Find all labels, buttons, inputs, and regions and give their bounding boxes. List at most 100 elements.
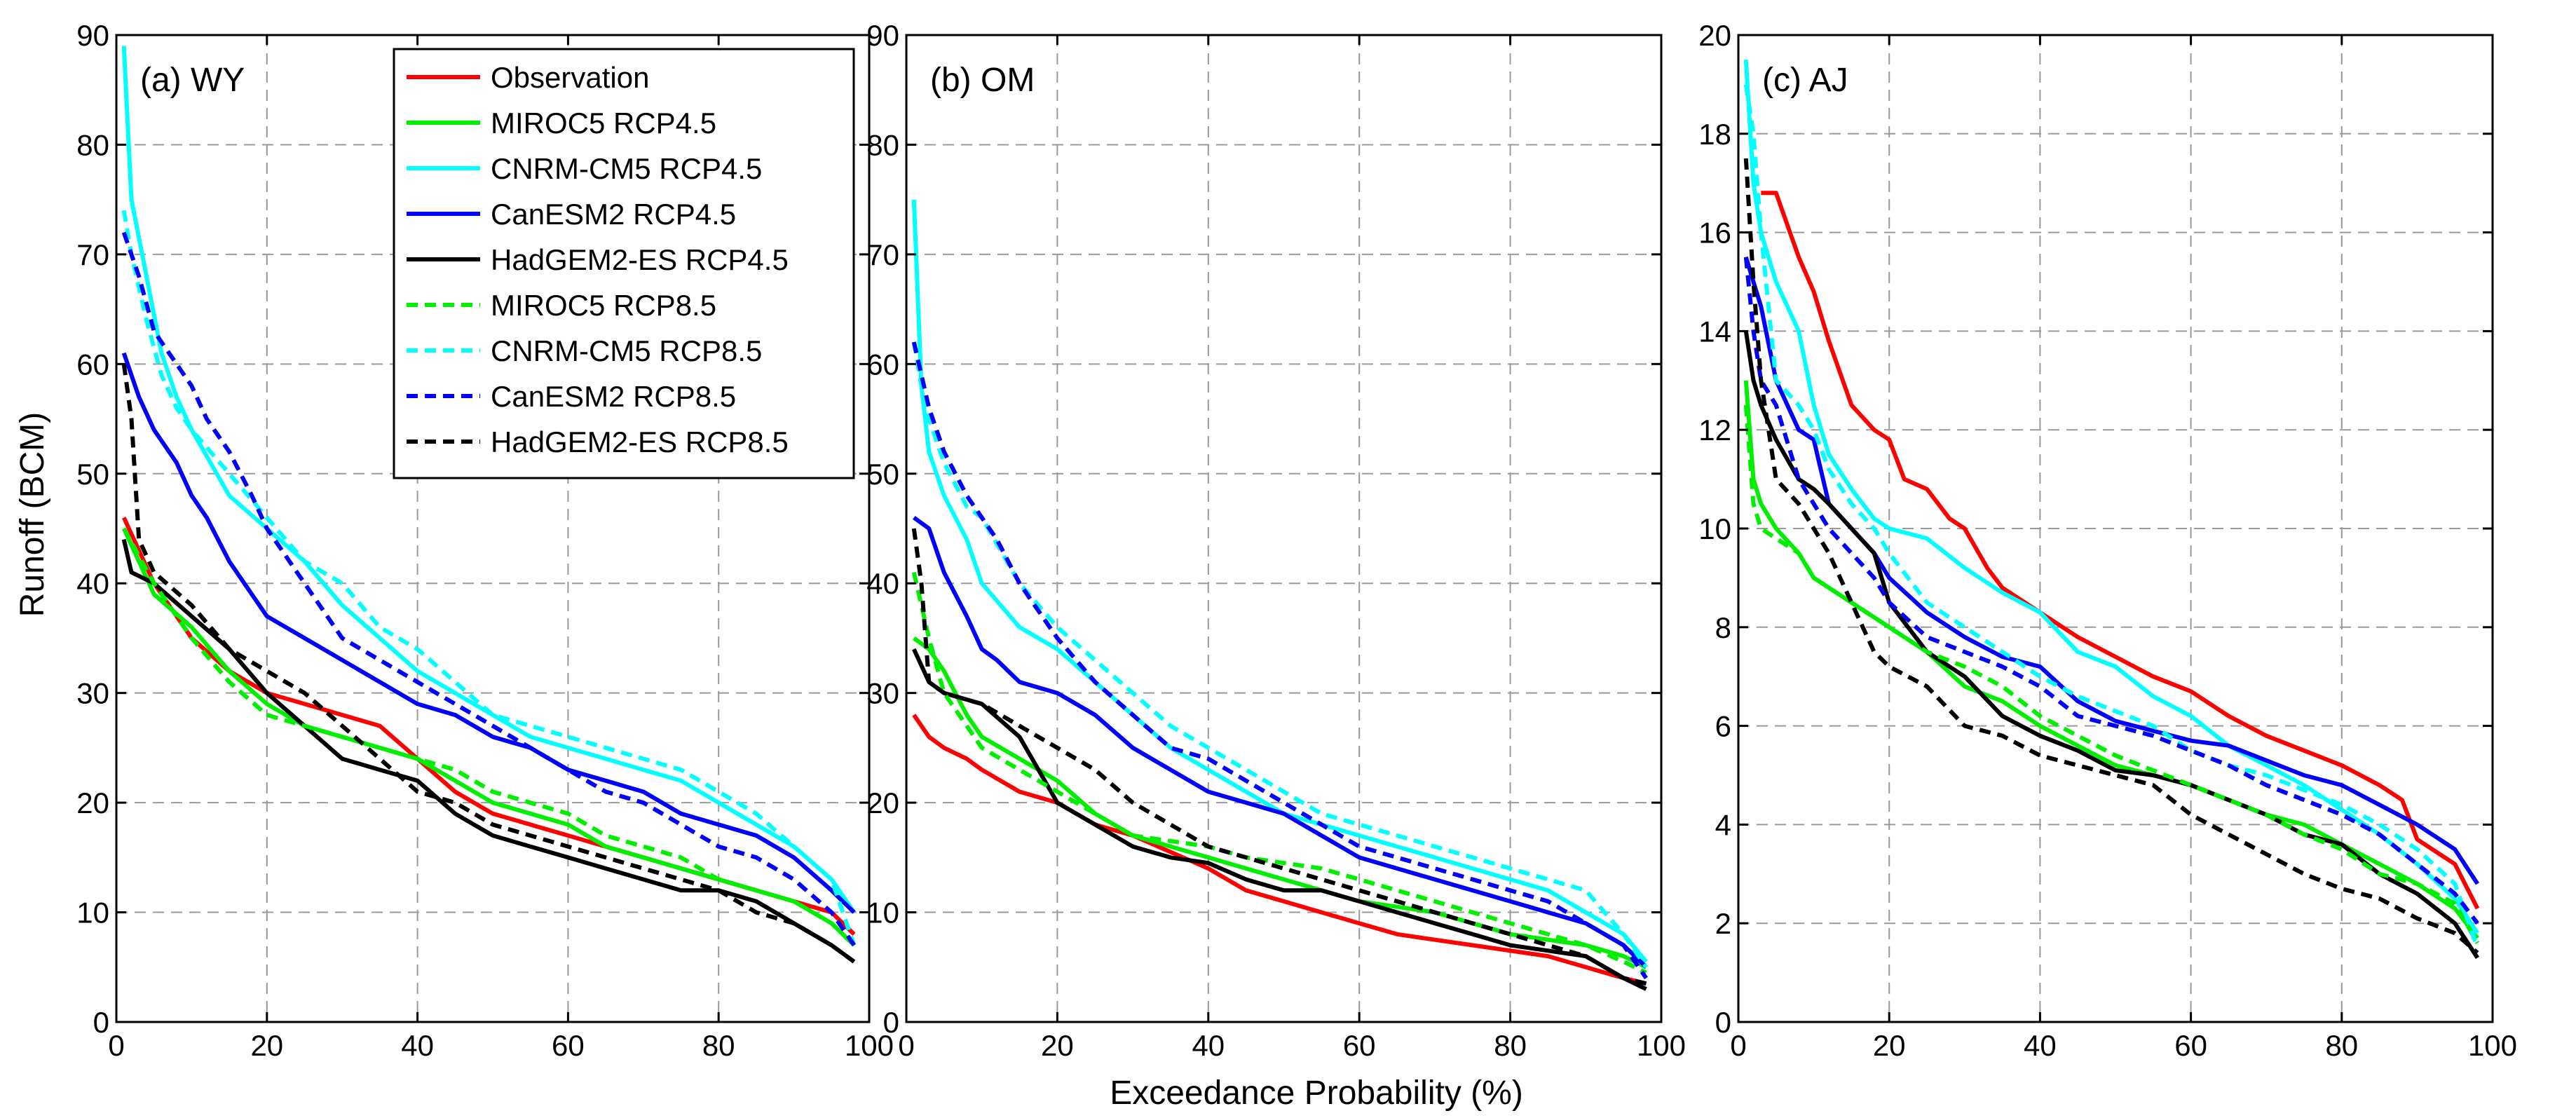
y-tick-label: 18 xyxy=(1698,118,1731,151)
series-line-canesm2-rcp4-5 xyxy=(121,352,856,914)
y-tick-label: 6 xyxy=(1715,710,1731,743)
y-tick-label: 8 xyxy=(1715,611,1731,644)
series-line-cnrm-cm5-rcp8-5 xyxy=(121,210,857,946)
axes-box xyxy=(905,34,1663,1023)
y-tick-label: 0 xyxy=(883,1006,899,1039)
legend-label: MIROC5 RCP4.5 xyxy=(491,107,716,139)
legend-entry: MIROC5 RCP8.5 xyxy=(407,289,716,322)
legend-label: HadGEM2-ES RCP8.5 xyxy=(491,425,789,458)
y-tick-label: 20 xyxy=(866,786,899,819)
legend-entry: MIROC5 RCP4.5 xyxy=(407,107,716,139)
y-tick-label: 12 xyxy=(1698,414,1731,446)
series-line-observation xyxy=(912,714,1647,986)
y-tick-label: 30 xyxy=(76,677,109,710)
series-line-cnrm-cm5-rcp4-5 xyxy=(911,199,1648,963)
series-line-observation xyxy=(1761,191,2480,910)
series-line-canesm2-rcp8-5 xyxy=(911,341,1648,980)
legend-entry: Observation xyxy=(407,61,649,94)
panel-title: (b) OM xyxy=(930,62,1035,99)
legend-entry: HadGEM2-ES RCP4.5 xyxy=(407,243,789,276)
legend-label: CanESM2 RCP8.5 xyxy=(491,380,736,413)
series-line-miroc5-rcp8-5 xyxy=(1743,404,2480,944)
y-tick-label: 70 xyxy=(76,238,109,271)
y-axis-label: Runoff (BCM) xyxy=(14,412,51,618)
y-tick-label: 14 xyxy=(1698,315,1731,348)
y-tick-label: 10 xyxy=(866,897,899,929)
x-tick-label: 40 xyxy=(1192,1029,1225,1062)
y-tick-label: 30 xyxy=(866,677,899,710)
x-tick-label: 0 xyxy=(898,1029,914,1062)
y-tick-label: 60 xyxy=(76,348,109,381)
panel-3: 0 20 40 60 80 100 0 2 4 6 8 10 12 14 16 18 20 (c) AJ xyxy=(1698,19,2517,1062)
legend-label: CanESM2 RCP4.5 xyxy=(491,198,736,231)
legend-entry: CNRM-CM5 RCP8.5 xyxy=(407,334,762,367)
series-line-miroc5-rcp4-5 xyxy=(121,527,856,947)
x-tick-label: 40 xyxy=(401,1029,434,1062)
legend-entry: CanESM2 RCP4.5 xyxy=(407,198,736,231)
y-tick-label: 0 xyxy=(93,1006,109,1039)
x-tick-label: 0 xyxy=(108,1029,124,1062)
panel-title: (c) AJ xyxy=(1762,62,1848,99)
y-tick-label: 20 xyxy=(76,786,109,819)
x-tick-label: 20 xyxy=(250,1029,283,1062)
series-line-hadgem2-es-rcp4-5 xyxy=(912,648,1647,991)
y-tick-label: 16 xyxy=(1698,217,1731,250)
legend-label: MIROC5 RCP8.5 xyxy=(491,289,716,322)
legend-label: HadGEM2-ES RCP4.5 xyxy=(491,243,789,276)
series-line-hadgem2-es-rcp4-5 xyxy=(1743,330,2480,960)
x-tick-label: 20 xyxy=(1041,1029,1074,1062)
legend: Observation MIROC5 RCP4.5 CNRM-CM5 RCP4.5 C… xyxy=(393,48,855,479)
y-tick-label: 70 xyxy=(866,238,899,271)
legend-label: Observation xyxy=(491,61,649,94)
series-line-cnrm-cm5-rcp8-5 xyxy=(911,341,1648,969)
legend-entry: HadGEM2-ES RCP8.5 xyxy=(407,425,789,458)
series-line-canesm2-rcp8-5 xyxy=(121,231,856,947)
x-tick-label: 40 xyxy=(2024,1029,2057,1062)
y-tick-label: 50 xyxy=(76,458,109,491)
y-tick-label: 20 xyxy=(1698,19,1731,52)
x-tick-label: 80 xyxy=(2325,1029,2358,1062)
series-line-cnrm-cm5-rcp4-5 xyxy=(121,46,856,914)
series-line-cnrm-cm5-rcp8-5 xyxy=(1743,83,2480,949)
y-tick-label: 80 xyxy=(866,128,899,161)
legend-label: CNRM-CM5 RCP8.5 xyxy=(491,334,762,367)
series-line-canesm2-rcp4-5 xyxy=(913,515,1648,969)
y-tick-label: 2 xyxy=(1715,907,1731,940)
y-tick-label: 90 xyxy=(866,19,899,52)
series-line-hadgem2-es-rcp8-5 xyxy=(911,528,1647,986)
y-tick-label: 0 xyxy=(1715,1006,1731,1039)
legend-label: CNRM-CM5 RCP4.5 xyxy=(491,152,762,185)
y-tick-label: 10 xyxy=(1698,512,1731,545)
legend-entry: CanESM2 RCP8.5 xyxy=(407,380,736,413)
x-tick-label: 60 xyxy=(1343,1029,1376,1062)
x-tick-label: 60 xyxy=(552,1029,585,1062)
x-tick-label: 100 xyxy=(1637,1029,1686,1062)
x-tick-label: 80 xyxy=(702,1029,735,1062)
series-line-miroc5-rcp8-5 xyxy=(122,527,856,947)
x-tick-label: 60 xyxy=(2174,1029,2207,1062)
y-tick-label: 90 xyxy=(76,19,109,52)
axes-box xyxy=(115,34,871,1023)
series-line-canesm2-rcp8-5 xyxy=(1743,257,2479,925)
x-tick-label: 20 xyxy=(1873,1029,1906,1062)
legend-entry: CNRM-CM5 RCP4.5 xyxy=(407,152,762,185)
series-line-hadgem2-es-rcp8-5 xyxy=(121,363,856,964)
y-tick-label: 40 xyxy=(866,567,899,600)
panel-2: 0 20 40 60 80 100 0 10 20 30 40 50 60 70 80 90 (b) OM xyxy=(866,19,1686,1062)
y-tick-label: 50 xyxy=(866,458,899,491)
series-line-cnrm-cm5-rcp4-5 xyxy=(1743,60,2480,934)
y-tick-label: 4 xyxy=(1715,808,1731,841)
y-tick-label: 80 xyxy=(76,128,109,161)
series-line-hadgem2-es-rcp4-5 xyxy=(121,538,856,964)
plot-area xyxy=(906,35,1661,1022)
series-line-hadgem2-es-rcp8-5 xyxy=(1743,158,2479,955)
x-tick-label: 100 xyxy=(2468,1029,2517,1062)
panel-title: (a) WY xyxy=(140,62,245,99)
y-tick-label: 60 xyxy=(866,348,899,381)
y-tick-label: 40 xyxy=(76,567,109,600)
x-tick-label: 0 xyxy=(1730,1029,1746,1062)
y-tick-label: 10 xyxy=(76,897,109,929)
x-tick-label: 80 xyxy=(1494,1029,1527,1062)
x-tick-label: 100 xyxy=(845,1029,894,1062)
